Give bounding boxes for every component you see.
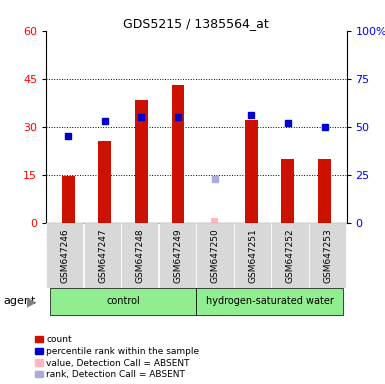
- FancyBboxPatch shape: [196, 223, 234, 288]
- FancyBboxPatch shape: [196, 288, 343, 315]
- Bar: [281, 159, 294, 223]
- Text: agent: agent: [4, 296, 36, 306]
- Text: GSM647250: GSM647250: [211, 228, 219, 283]
- Bar: [62, 176, 75, 223]
- Title: GDS5215 / 1385564_at: GDS5215 / 1385564_at: [124, 17, 269, 30]
- Bar: [318, 159, 331, 223]
- FancyBboxPatch shape: [46, 223, 84, 288]
- Legend: count, percentile rank within the sample, value, Detection Call = ABSENT, rank, : count, percentile rank within the sample…: [35, 335, 199, 379]
- FancyBboxPatch shape: [234, 223, 271, 288]
- Text: GSM647248: GSM647248: [136, 228, 144, 283]
- FancyBboxPatch shape: [271, 223, 309, 288]
- Bar: [211, 218, 218, 223]
- Text: GSM647253: GSM647253: [323, 228, 332, 283]
- FancyBboxPatch shape: [159, 223, 196, 288]
- Bar: [245, 120, 258, 223]
- FancyBboxPatch shape: [121, 223, 159, 288]
- Bar: [172, 85, 184, 223]
- Text: hydrogen-saturated water: hydrogen-saturated water: [206, 296, 333, 306]
- FancyBboxPatch shape: [84, 223, 121, 288]
- Text: GSM647246: GSM647246: [60, 228, 69, 283]
- Text: GSM647247: GSM647247: [98, 228, 107, 283]
- Text: GSM647252: GSM647252: [286, 228, 295, 283]
- FancyBboxPatch shape: [50, 288, 196, 315]
- Text: control: control: [106, 296, 140, 306]
- Text: GSM647251: GSM647251: [248, 228, 257, 283]
- Bar: [99, 141, 111, 223]
- Text: ▶: ▶: [27, 295, 37, 308]
- FancyBboxPatch shape: [309, 223, 346, 288]
- Text: GSM647249: GSM647249: [173, 228, 182, 283]
- Bar: [135, 99, 148, 223]
